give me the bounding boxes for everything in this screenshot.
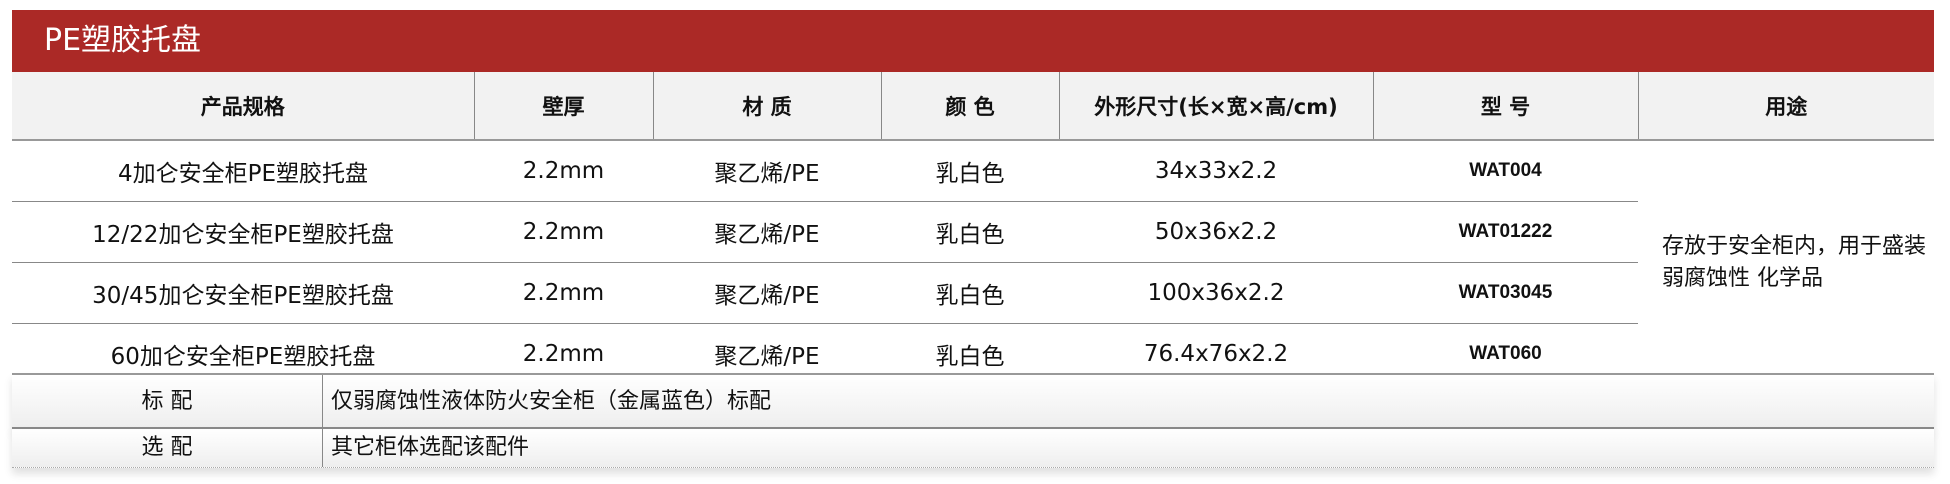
- cell-color: 乳白色: [881, 201, 1059, 263]
- section-title: PE塑胶托盘: [12, 10, 1934, 72]
- cell-material: 聚乙烯/PE: [653, 140, 881, 202]
- table-header-row: 产品规格 壁厚 材 质 颜 色 外形尺寸(长×宽×高/cm) 型 号 用途: [12, 72, 1934, 141]
- header-color: 颜 色: [880, 72, 1059, 141]
- cell-usage: 存放于安全柜内，用于盛装弱腐蚀性 化学品: [1638, 140, 1934, 386]
- header-usage: 用途: [1637, 72, 1934, 141]
- footer-label: 标 配: [12, 375, 323, 429]
- table-row: 30/45加仑安全柜PE塑胶托盘 2.2mm 聚乙烯/PE 乳白色 100x36…: [12, 262, 1934, 324]
- cell-material: 聚乙烯/PE: [653, 262, 881, 324]
- header-model: 型 号: [1372, 72, 1638, 141]
- cell-material: 聚乙烯/PE: [653, 201, 881, 263]
- footer-row-optional: 选 配 其它柜体选配该配件: [12, 427, 1934, 468]
- cell-size: 50x36x2.2: [1059, 201, 1373, 263]
- cell-color: 乳白色: [881, 262, 1059, 324]
- table-row: 4加仑安全柜PE塑胶托盘 2.2mm 聚乙烯/PE 乳白色 34x33x2.2 …: [12, 140, 1934, 386]
- header-spec: 产品规格: [12, 72, 474, 141]
- cell-spec: 30/45加仑安全柜PE塑胶托盘: [12, 262, 474, 324]
- header-thickness: 壁厚: [473, 72, 653, 141]
- cell-size: 76.4x76x2.2: [1059, 323, 1373, 386]
- header-size: 外形尺寸(长×宽×高/cm): [1058, 72, 1373, 141]
- cell-spec: 12/22加仑安全柜PE塑胶托盘: [12, 201, 474, 263]
- table-row: 12/22加仑安全柜PE塑胶托盘 2.2mm 聚乙烯/PE 乳白色 50x36x…: [12, 201, 1934, 263]
- footer-value: 其它柜体选配该配件: [331, 435, 530, 460]
- footer-label: 选 配: [12, 429, 323, 467]
- cell-spec: 4加仑安全柜PE塑胶托盘: [12, 140, 474, 202]
- cell-model: WAT004: [1373, 140, 1638, 202]
- header-material: 材 质: [652, 72, 881, 141]
- cell-model: WAT03045: [1373, 262, 1638, 324]
- cell-size: 34x33x2.2: [1059, 140, 1373, 202]
- cell-color: 乳白色: [881, 140, 1059, 202]
- product-table: 产品规格 壁厚 材 质 颜 色 外形尺寸(长×宽×高/cm) 型 号 用途 4加…: [12, 72, 1934, 386]
- cell-model: WAT01222: [1373, 201, 1638, 263]
- cell-size: 100x36x2.2: [1059, 262, 1373, 324]
- cell-thickness: 2.2mm: [474, 140, 653, 202]
- cell-thickness: 2.2mm: [474, 262, 653, 324]
- footer-value: 仅弱腐蚀性液体防火安全柜（金属蓝色）标配: [331, 389, 772, 414]
- cell-thickness: 2.2mm: [474, 201, 653, 263]
- footer-row-standard: 标 配 仅弱腐蚀性液体防火安全柜（金属蓝色）标配: [12, 373, 1934, 429]
